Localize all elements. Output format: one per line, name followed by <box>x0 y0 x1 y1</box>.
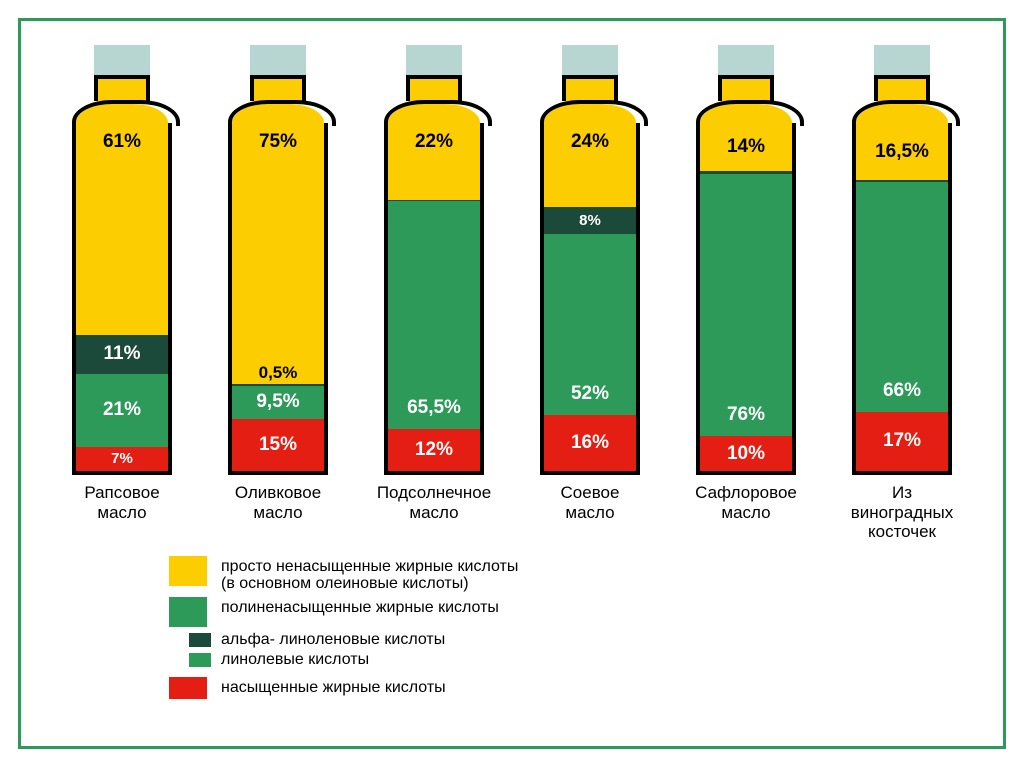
bottle-graphic: 22%0,5%65,5%12% <box>384 45 484 475</box>
bottle-graphic: 61%11%21%7% <box>72 45 172 475</box>
bottle-graphic: 75%0,5%9,5%15% <box>228 45 328 475</box>
bottle-4: 14%0,8%76%10% Сафлоровое масло <box>671 45 821 542</box>
bottle-0: 61%11%21%7% Рапсовое масло <box>47 45 197 542</box>
segment-linoleic: 66% <box>856 182 948 412</box>
segment-label: 0,5% <box>232 363 324 384</box>
segment-mono: 75% <box>232 123 324 384</box>
legend-item-mono: просто ненасыщенные жирные кислоты (в ос… <box>169 556 985 593</box>
legend-item-poly: полиненасыщенные жирные кислоты <box>169 597 985 627</box>
segment-linoleic: 9,5% <box>232 386 324 419</box>
bottle-cap <box>874 45 930 77</box>
legend-text-alpha: альфа- линоленовые кислоты <box>221 631 445 649</box>
bottle-label: Из виноградных косточек <box>851 483 954 542</box>
bottle-1: 75%0,5%9,5%15% Оливковое масло <box>203 45 353 542</box>
segment-mono: 14% <box>700 123 792 171</box>
bottle-graphic: 14%0,8%76%10% <box>696 45 796 475</box>
segment-linoleic: 65,5% <box>388 201 480 429</box>
bottle-label: Подсолнечное масло <box>377 483 491 522</box>
segment-saturated: 16% <box>544 415 636 471</box>
segment-saturated: 12% <box>388 429 480 471</box>
segment-linoleic: 76% <box>700 174 792 436</box>
segment-mono: 24% <box>544 123 636 207</box>
segment-alpha: 8% <box>544 207 636 235</box>
bottle-shoulder <box>540 101 640 123</box>
legend: просто ненасыщенные жирные кислоты (в ос… <box>169 556 985 703</box>
segment-saturated: 7% <box>76 447 168 471</box>
bottle-body: 16,5%0,5%66%17% <box>852 123 952 475</box>
bottle-shoulder <box>852 101 952 123</box>
bottles-row: 61%11%21%7% Рапсовое масло 75%0,5%9,5%15% О… <box>39 45 985 542</box>
swatch-saturated <box>169 677 207 699</box>
bottle-label: Соевое масло <box>561 483 620 522</box>
bottle-label: Рапсовое масло <box>84 483 159 522</box>
legend-text-poly: полиненасыщенные жирные кислоты <box>221 597 499 617</box>
swatch-alpha <box>189 633 211 647</box>
bottle-cap <box>562 45 618 77</box>
legend-item-linoleic: линолевые кислоты <box>169 651 985 669</box>
bottle-body: 75%0,5%9,5%15% <box>228 123 328 475</box>
segment-mono: 16,5% <box>856 123 948 180</box>
bottle-label: Оливковое масло <box>235 483 321 522</box>
bottle-body: 22%0,5%65,5%12% <box>384 123 484 475</box>
bottle-body: 14%0,8%76%10% <box>696 123 796 475</box>
swatch-linoleic <box>189 653 211 667</box>
bottle-label: Сафлоровое масло <box>695 483 797 522</box>
bottle-3: 24%8%52%16% Соевое масло <box>515 45 665 542</box>
bottle-shoulder <box>72 101 172 123</box>
bottle-shoulder <box>696 101 796 123</box>
bottle-2: 22%0,5%65,5%12% Подсолнечное масло <box>359 45 509 542</box>
segment-linoleic: 52% <box>544 234 636 415</box>
swatch-mono <box>169 556 207 586</box>
segment-alpha: 11% <box>76 335 168 373</box>
legend-text-saturated: насыщенные жирные кислоты <box>221 677 446 697</box>
swatch-poly <box>169 597 207 627</box>
bottle-body: 61%11%21%7% <box>72 123 172 475</box>
legend-text-linoleic: линолевые кислоты <box>221 651 369 669</box>
segment-mono: 61% <box>76 123 168 335</box>
segment-saturated: 10% <box>700 436 792 471</box>
segment-linoleic: 21% <box>76 374 168 447</box>
bottle-graphic: 24%8%52%16% <box>540 45 640 475</box>
legend-text-mono: просто ненасыщенные жирные кислоты (в ос… <box>221 556 518 593</box>
segment-mono: 22% <box>388 123 480 200</box>
bottle-shoulder <box>384 101 484 123</box>
legend-item-saturated: насыщенные жирные кислоты <box>169 677 985 699</box>
chart-frame: 61%11%21%7% Рапсовое масло 75%0,5%9,5%15% О… <box>18 18 1006 749</box>
bottle-cap <box>718 45 774 77</box>
bottle-cap <box>250 45 306 77</box>
bottle-graphic: 16,5%0,5%66%17% <box>852 45 952 475</box>
segment-saturated: 15% <box>232 419 324 471</box>
legend-item-alpha: альфа- линоленовые кислоты <box>169 631 985 649</box>
bottle-cap <box>94 45 150 77</box>
bottle-5: 16,5%0,5%66%17% Из виноградных косточек <box>827 45 977 542</box>
segment-saturated: 17% <box>856 412 948 471</box>
bottle-shoulder <box>228 101 328 123</box>
bottle-cap <box>406 45 462 77</box>
bottle-body: 24%8%52%16% <box>540 123 640 475</box>
